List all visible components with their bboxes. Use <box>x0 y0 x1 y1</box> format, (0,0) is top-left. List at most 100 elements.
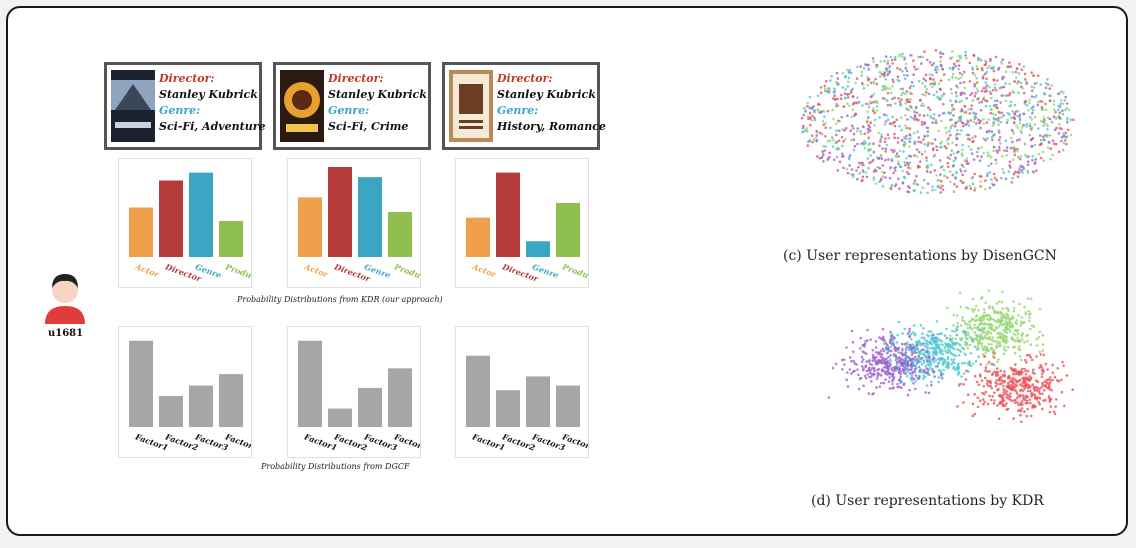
scatter-point <box>915 362 919 366</box>
scatter-point <box>991 305 994 309</box>
scatter-point <box>875 355 878 359</box>
scatter-point <box>1003 345 1007 348</box>
scatter-point <box>980 89 984 93</box>
scatter-point <box>945 131 948 134</box>
scatter-point <box>989 318 992 321</box>
scatter-point <box>983 311 986 314</box>
scatter-point <box>995 302 998 305</box>
scatter-point <box>929 77 932 81</box>
kdr-scatter-plot <box>827 289 1074 424</box>
scatter-point <box>884 67 888 70</box>
scatter-point <box>982 122 985 125</box>
scatter-point <box>992 391 996 394</box>
scatter-point <box>959 168 962 171</box>
scatter-point <box>852 148 856 152</box>
scatter-point <box>991 373 994 376</box>
tick-label: Factor2 <box>500 431 537 453</box>
scatter-point <box>873 111 876 115</box>
scatter-point <box>878 75 882 78</box>
scatter-point <box>949 180 952 184</box>
scatter-point <box>841 155 844 158</box>
scatter-point <box>888 176 892 180</box>
scatter-point <box>918 352 922 355</box>
scatter-point <box>952 108 956 111</box>
dgcf-bar-chart-1: Factor1 Factor2 Factor3 Factor4 <box>118 326 260 458</box>
scatter-point <box>947 360 950 364</box>
scatter-point <box>946 366 950 370</box>
scatter-point <box>951 164 955 168</box>
scatter-point <box>937 96 941 99</box>
scatter-point <box>1018 113 1022 117</box>
scatter-point <box>1039 119 1043 123</box>
scatter-point <box>1048 398 1052 402</box>
scatter-point <box>838 129 841 133</box>
scatter-point <box>822 123 826 126</box>
scatter-point <box>1005 94 1009 97</box>
scatter-point <box>883 171 886 175</box>
scatter-point <box>969 325 972 328</box>
scatter-point <box>973 172 976 176</box>
scatter-point <box>1024 358 1027 362</box>
scatter-point <box>994 384 998 388</box>
director-name: Stanley Kubrick <box>328 88 427 101</box>
scatter-point <box>1014 333 1017 337</box>
scatter-point <box>855 363 858 366</box>
scatter-point <box>941 188 945 192</box>
scatter-point <box>954 330 957 333</box>
scatter-point <box>882 381 886 385</box>
scatter-point <box>912 360 915 364</box>
scatter-point <box>921 102 924 105</box>
scatter-point <box>979 119 983 122</box>
scatter-point <box>927 353 930 356</box>
scatter-point <box>1026 389 1030 393</box>
scatter-point <box>977 309 980 312</box>
tick-label: Factor3 <box>530 431 567 453</box>
scatter-point <box>845 126 848 130</box>
scatter-point <box>925 87 928 91</box>
scatter-point <box>899 375 902 378</box>
kdr-distribution-caption: Probability Distributions from KDR (our … <box>237 295 443 304</box>
scatter-point <box>1023 142 1027 145</box>
scatter-point <box>900 128 903 132</box>
scatter-point <box>928 373 931 377</box>
scatter-point <box>1029 312 1032 315</box>
scatter-point <box>1010 128 1014 132</box>
scatter-point <box>1025 361 1028 364</box>
scatter-point <box>845 167 849 171</box>
scatter-point <box>836 97 839 101</box>
scatter-point <box>1062 364 1065 368</box>
scatter-point <box>812 105 816 108</box>
scatter-point <box>1052 410 1056 413</box>
scatter-point <box>891 387 894 390</box>
scatter-point <box>1017 109 1020 113</box>
scatter-point <box>909 167 912 170</box>
scatter-point <box>880 362 883 365</box>
scatter-point <box>1046 116 1050 120</box>
scatter-point <box>955 314 959 317</box>
scatter-point <box>1013 103 1017 107</box>
scatter-point <box>890 334 893 338</box>
scatter-point <box>823 84 826 88</box>
scatter-point <box>925 384 929 387</box>
scatter-point <box>1061 102 1065 105</box>
scatter-point <box>939 55 943 59</box>
scatter-point <box>1041 343 1045 346</box>
scatter-point <box>913 367 917 371</box>
scatter-point <box>909 98 912 101</box>
scatter-point <box>842 358 846 362</box>
scatter-point <box>848 368 852 371</box>
scatter-point <box>813 116 816 120</box>
scatter-point <box>982 385 986 388</box>
scatter-point <box>1009 65 1013 68</box>
scatter-point <box>1023 367 1026 371</box>
user-icon <box>45 274 85 324</box>
scatter-point <box>997 358 1000 361</box>
scatter-point <box>1030 85 1033 88</box>
scatter-point <box>844 88 847 91</box>
scatter-point <box>846 171 850 175</box>
scatter-point <box>1023 153 1027 157</box>
scatter-point <box>867 116 870 119</box>
scatter-point <box>899 380 903 383</box>
scatter-point <box>942 368 945 372</box>
scatter-point <box>950 92 954 95</box>
